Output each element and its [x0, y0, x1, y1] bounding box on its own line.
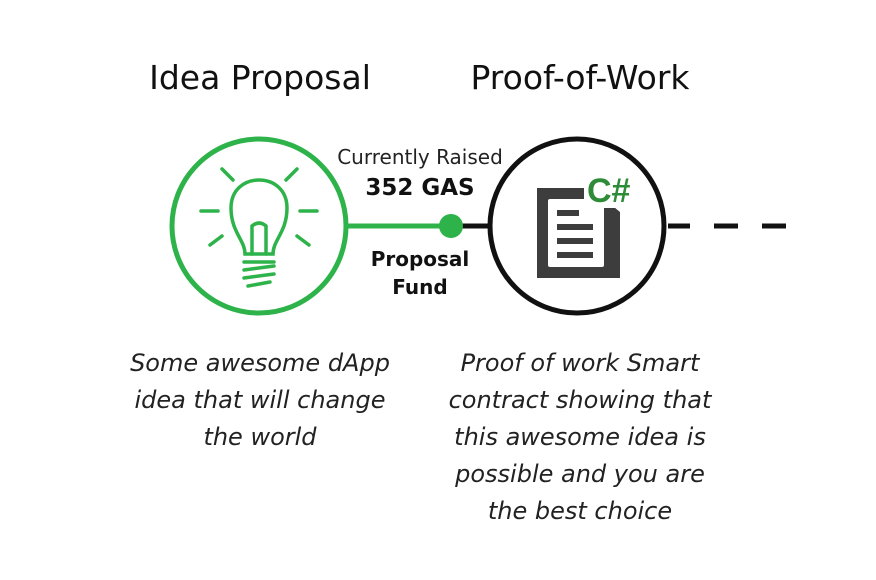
- description-line: Proof of work Smart: [460, 349, 700, 377]
- csharp-badge-bg: [584, 168, 636, 208]
- raised-amount: 352 GAS: [365, 175, 475, 201]
- fund-label-line: Proposal: [370, 247, 470, 271]
- stage1-title: Idea Proposal: [149, 58, 371, 97]
- document-icon: [537, 188, 620, 278]
- fund-label-line: Fund: [392, 275, 448, 299]
- fund-dot: [439, 214, 463, 238]
- stage1-circle: [169, 136, 349, 316]
- description-line: idea that will change: [134, 386, 386, 414]
- description-line: this awesome idea is: [454, 423, 706, 451]
- description-line: the world: [203, 423, 317, 451]
- stage2-title: Proof-of-Work: [470, 58, 690, 97]
- currently-raised-label: Currently Raised: [337, 145, 503, 169]
- description-line: Some awesome dApp: [130, 349, 390, 377]
- description-line: the best choice: [487, 497, 673, 525]
- stage1-description: Some awesome dApp idea that will change …: [110, 345, 410, 456]
- description-line: contract showing that: [448, 386, 712, 414]
- lightbulb-icon: [199, 167, 319, 288]
- proposal-fund-label: Proposal Fund: [350, 245, 490, 301]
- stage2-description: Proof of work Smart contract showing tha…: [430, 345, 730, 530]
- csharp-badge: C#: [587, 172, 631, 210]
- description-line: possible and you are: [455, 460, 705, 488]
